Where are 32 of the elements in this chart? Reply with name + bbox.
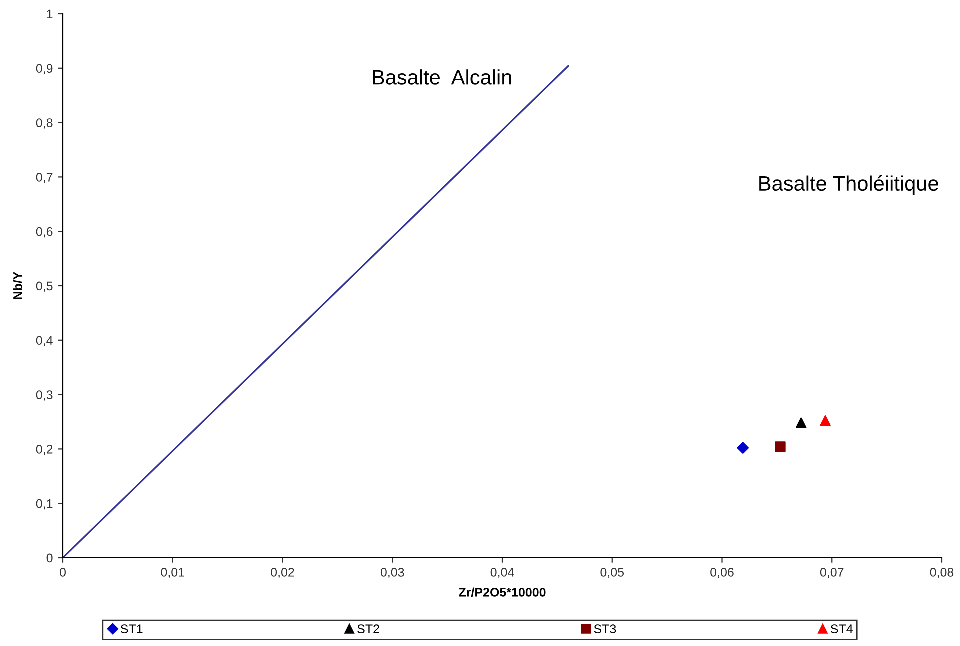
legend-label: ST1 <box>120 624 143 634</box>
x-tick-label: 0,03 <box>380 568 404 578</box>
y-axis-title: Nb/Y <box>13 272 22 300</box>
annotation: Basalte Alcalin <box>373 70 512 85</box>
x-tick-label: 0,05 <box>600 568 624 578</box>
legend-label: ST2 <box>358 624 380 634</box>
x-tick-label: 0 <box>60 568 66 577</box>
x-tick-label: 0,02 <box>271 568 294 578</box>
y-tick-label: 0,6 <box>36 227 53 238</box>
x-axis-title: Zr/P2O5*10000 <box>459 588 546 598</box>
y-tick-label: 0 <box>46 554 53 563</box>
x-tick-label: 0,04 <box>490 568 514 578</box>
y-tick-label: 0,4 <box>36 336 53 347</box>
x-tick-label: 0,08 <box>930 568 954 578</box>
y-tick-label: 0,2 <box>36 445 53 456</box>
y-tick-label: 0,5 <box>36 282 53 292</box>
x-tick-label: 0,07 <box>820 568 844 578</box>
x-tick-label: 0,01 <box>161 568 184 578</box>
y-tick-label: 0,3 <box>36 390 53 401</box>
y-tick-label: 0,7 <box>36 173 53 184</box>
y-tick-label: 0,1 <box>36 499 53 510</box>
y-tick-label: 0,8 <box>36 118 53 129</box>
point <box>820 416 831 426</box>
x-tick-label: 0,06 <box>710 568 734 578</box>
point <box>796 418 807 428</box>
annotation: Basalte Tholéiitique <box>760 176 938 196</box>
legend-label: ST3 <box>594 624 616 634</box>
y-tick-label: 1 <box>47 10 53 19</box>
point <box>737 442 750 454</box>
point <box>775 442 786 452</box>
y-tick-label: 0,9 <box>36 64 53 75</box>
legend-label: ST4 <box>830 624 853 634</box>
